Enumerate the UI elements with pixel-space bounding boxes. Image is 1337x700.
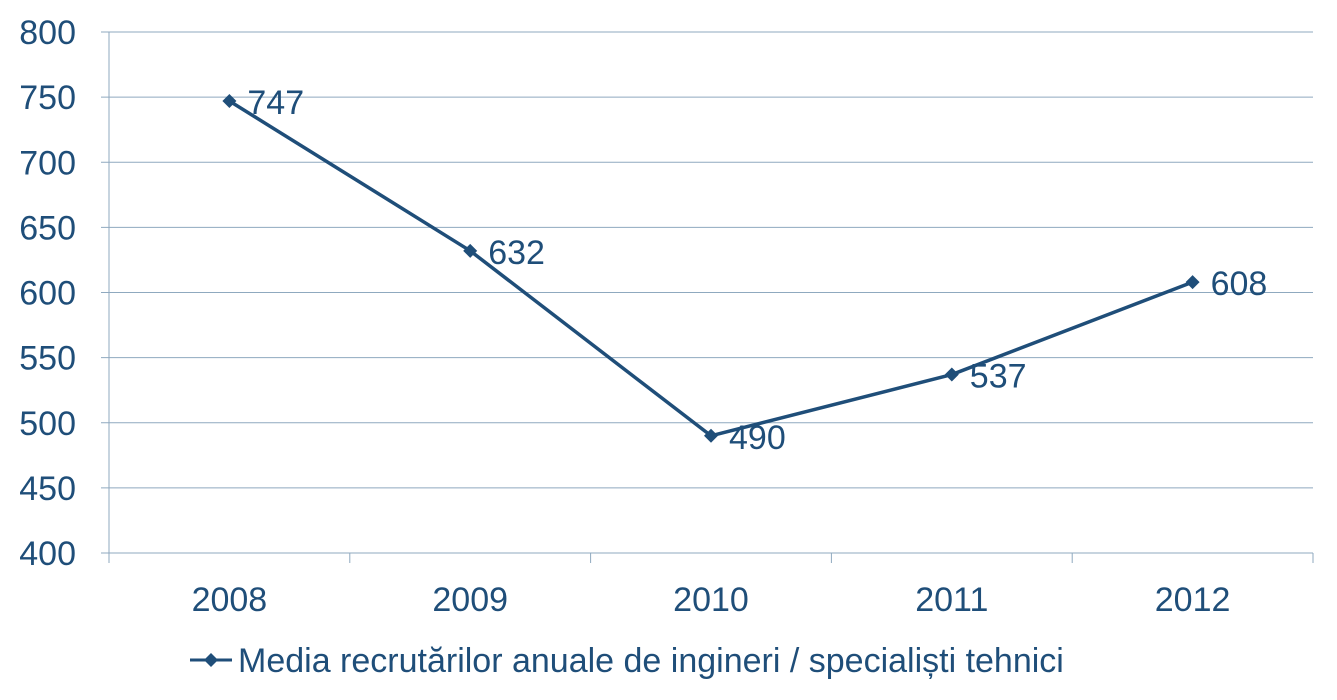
data-point-marker xyxy=(222,94,237,109)
x-tick-label: 2010 xyxy=(673,581,749,619)
x-tick-label: 2009 xyxy=(432,581,508,619)
legend-label: Media recrutărilor anuale de ingineri / … xyxy=(238,642,1064,680)
gridlines xyxy=(109,31,1313,489)
x-tick-label: 2011 xyxy=(915,581,988,619)
legend: Media recrutărilor anuale de ingineri / … xyxy=(190,642,1064,680)
y-tick-label: 550 xyxy=(19,340,76,378)
data-label: 632 xyxy=(488,234,545,272)
data-label: 747 xyxy=(247,84,304,122)
y-tick-label: 500 xyxy=(19,405,76,443)
series xyxy=(222,94,1200,443)
data-point-marker xyxy=(944,367,959,382)
x-tick-label: 2012 xyxy=(1155,581,1231,619)
y-tick-label: 700 xyxy=(19,144,76,182)
y-tick-label: 800 xyxy=(19,14,76,52)
y-tick-label: 400 xyxy=(19,535,76,573)
data-point-marker xyxy=(704,428,718,443)
data-point-marker xyxy=(463,243,478,258)
data-label: 490 xyxy=(729,419,786,457)
y-tick-label: 650 xyxy=(19,209,76,247)
axes xyxy=(101,31,1314,563)
data-label: 537 xyxy=(970,358,1027,396)
data-label: 608 xyxy=(1211,265,1268,303)
data-labels: 747 632 490 537 608 xyxy=(247,84,1267,457)
y-tick-label: 450 xyxy=(19,470,76,508)
x-tick-label: 2008 xyxy=(192,581,268,619)
y-axis-tick-labels: 400 450 500 550 600 650 700 750 800 xyxy=(19,14,76,573)
data-point-marker xyxy=(1185,275,1200,290)
y-tick-label: 750 xyxy=(19,79,76,117)
legend-diamond-icon xyxy=(204,653,218,667)
x-axis-tick-labels: 2008 2009 2010 2011 2012 xyxy=(192,581,1231,619)
series-line xyxy=(228,99,1194,438)
y-tick-label: 600 xyxy=(19,275,76,313)
